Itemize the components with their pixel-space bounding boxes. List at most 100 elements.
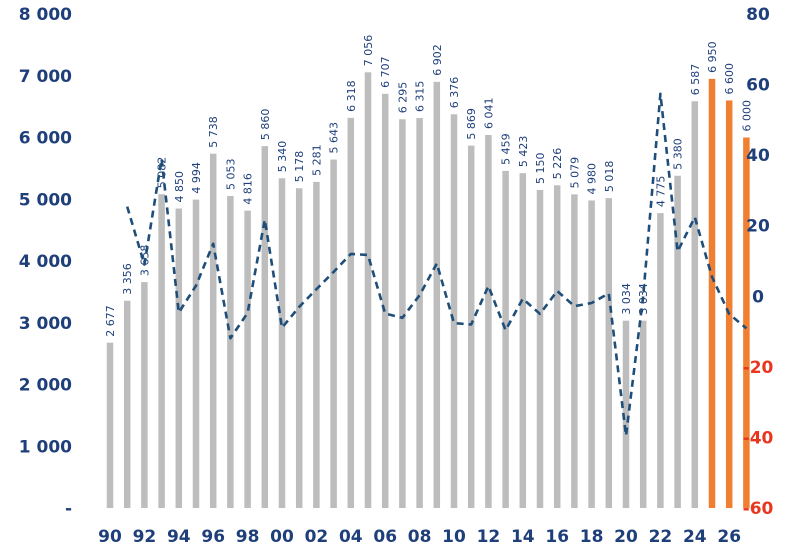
bar-93 bbox=[158, 194, 165, 508]
bar-label-99: 5 860 bbox=[259, 109, 272, 141]
x-axis-tick: 98 bbox=[236, 527, 260, 547]
left-axis-tick: 3 000 bbox=[19, 314, 72, 334]
left-axis-tick: - bbox=[65, 499, 72, 519]
growth-line bbox=[125, 92, 748, 437]
x-axis-tick: 16 bbox=[545, 527, 569, 547]
bar-label-16: 5 226 bbox=[551, 148, 564, 180]
bar-label-01: 5 178 bbox=[293, 151, 306, 183]
bar-10 bbox=[450, 114, 458, 508]
bar-label-97: 5 053 bbox=[224, 158, 237, 190]
bar-label-06: 6 707 bbox=[379, 56, 392, 88]
x-axis-tick: 92 bbox=[133, 527, 157, 547]
bar-label-23: 5 380 bbox=[672, 138, 685, 170]
right-axis-tick: 0 bbox=[752, 287, 764, 307]
right-axis-tick: 40 bbox=[746, 146, 770, 166]
x-axis-tick: 14 bbox=[511, 527, 535, 547]
bar-label-15: 5 150 bbox=[534, 152, 547, 184]
bar-label-24: 6 587 bbox=[689, 64, 702, 96]
bar-06 bbox=[381, 93, 389, 508]
bar-13 bbox=[502, 170, 509, 508]
bar-91 bbox=[123, 300, 131, 508]
bar-label-98: 4 816 bbox=[242, 173, 255, 205]
bar-label-18: 4 980 bbox=[586, 163, 599, 195]
x-axis-tick: 96 bbox=[201, 527, 225, 547]
x-axis-tick: 90 bbox=[98, 527, 122, 547]
x-axis: 90 92 94 96 98 00 02 04 06 08 10 12 14 16 18 20 22 24 26 bbox=[98, 527, 741, 547]
bar-label-03: 5 643 bbox=[328, 122, 341, 154]
bar-19 bbox=[605, 198, 613, 508]
bar-label-02: 5 281 bbox=[310, 144, 323, 176]
x-axis-tick: 02 bbox=[305, 527, 329, 547]
bar-label-00: 5 340 bbox=[276, 141, 289, 173]
bar-00 bbox=[278, 178, 286, 508]
bar-label-25: 6 950 bbox=[706, 41, 719, 73]
x-axis-tick: 08 bbox=[408, 527, 432, 547]
bar-label-07: 6 295 bbox=[396, 82, 409, 114]
bar-label-91: 3 356 bbox=[121, 263, 134, 295]
bar-label-13: 5 459 bbox=[500, 133, 513, 164]
bars-group bbox=[106, 72, 750, 509]
bar-08 bbox=[416, 118, 423, 509]
left-axis-tick: 4 000 bbox=[19, 252, 72, 272]
bar-05 bbox=[364, 72, 372, 508]
bar-label-05: 7 056 bbox=[362, 35, 375, 67]
bar-26 bbox=[725, 100, 733, 508]
left-axis-tick: 1 000 bbox=[19, 437, 72, 457]
bar-label-04: 6 318 bbox=[345, 80, 358, 112]
left-axis-tick: 5 000 bbox=[19, 190, 72, 210]
bar-17 bbox=[571, 194, 578, 508]
bar-label-09: 6 902 bbox=[431, 44, 444, 76]
bar-15 bbox=[536, 189, 544, 509]
right-axis-tick: 60 bbox=[746, 76, 770, 96]
bar-99 bbox=[261, 146, 269, 508]
bar-label-26: 6 600 bbox=[723, 63, 736, 95]
right-axis-tick: -20 bbox=[743, 358, 774, 378]
bar-label-90: 2 677 bbox=[104, 305, 117, 337]
bar-25 bbox=[708, 78, 716, 508]
right-axis-tick: 80 bbox=[746, 5, 770, 25]
x-axis-tick: 00 bbox=[270, 527, 294, 547]
bar-96 bbox=[209, 153, 217, 508]
bar-label-11: 5 869 bbox=[465, 108, 478, 140]
bar-03 bbox=[330, 159, 337, 509]
bar-94 bbox=[175, 208, 183, 508]
bar-07 bbox=[399, 119, 406, 508]
bar-24 bbox=[691, 101, 699, 508]
x-axis-tick: 10 bbox=[442, 527, 466, 547]
x-axis-tick: 94 bbox=[167, 527, 191, 547]
bar-label-17: 5 079 bbox=[568, 157, 581, 189]
bar-label-96: 5 738 bbox=[207, 116, 220, 148]
bar-label-19: 5 018 bbox=[603, 161, 616, 193]
bar-21 bbox=[639, 320, 647, 508]
left-axis-tick: 8 000 bbox=[19, 5, 72, 25]
bar-90 bbox=[106, 342, 114, 508]
x-axis-tick: 04 bbox=[339, 527, 363, 547]
bar-98 bbox=[244, 210, 251, 509]
bar-label-20: 3 034 bbox=[620, 283, 633, 315]
left-axis-tick: 6 000 bbox=[19, 129, 72, 149]
right-axis: -60 -40 -20 0 20 40 60 80 bbox=[743, 5, 774, 519]
right-axis-tick: 20 bbox=[746, 217, 770, 237]
x-axis-tick: 20 bbox=[614, 527, 638, 547]
bar-04 bbox=[347, 117, 355, 509]
right-axis-tick: -60 bbox=[743, 499, 774, 519]
bar-27 bbox=[743, 137, 750, 508]
x-axis-tick: 22 bbox=[649, 527, 673, 547]
bar-label-95: 4 994 bbox=[190, 162, 203, 194]
bar-12 bbox=[485, 134, 492, 508]
x-axis-tick: 24 bbox=[683, 527, 707, 547]
bar-23 bbox=[674, 175, 681, 509]
bar-95 bbox=[192, 199, 200, 508]
bar-label-22: 4 775 bbox=[654, 176, 667, 208]
bar-97 bbox=[227, 195, 234, 509]
growth-line-group bbox=[125, 92, 748, 437]
bar-01 bbox=[295, 188, 303, 508]
left-axis-tick: 2 000 bbox=[19, 376, 72, 396]
bar-09 bbox=[433, 81, 441, 509]
x-axis-tick: 06 bbox=[373, 527, 397, 547]
bar-18 bbox=[588, 200, 595, 509]
bar-label-12: 6 041 bbox=[482, 97, 495, 129]
left-axis-tick: 7 000 bbox=[19, 67, 72, 87]
